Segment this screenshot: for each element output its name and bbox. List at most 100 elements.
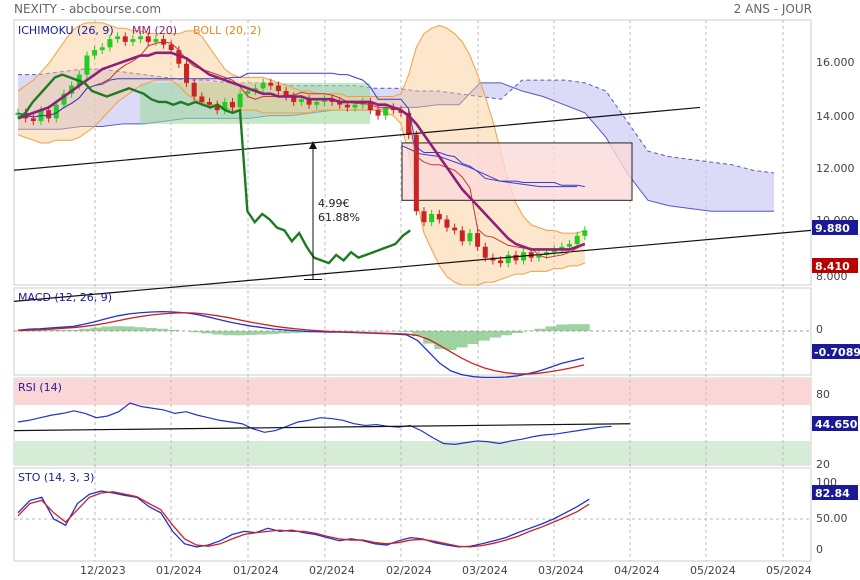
macd-hist-41 xyxy=(467,331,479,345)
candle-body-60 xyxy=(475,233,481,247)
macd-value-badge xyxy=(812,344,860,359)
candle-body-51 xyxy=(406,112,412,135)
candle-body-65 xyxy=(513,254,519,261)
macd-signal-line xyxy=(17,312,585,375)
candle-body-64 xyxy=(505,254,511,264)
macd-hist-48 xyxy=(545,326,557,332)
macd-hist-18 xyxy=(212,331,224,335)
macd-hist-23 xyxy=(267,331,279,335)
candle-body-11 xyxy=(99,47,105,51)
ichimoku-legend: ICHIMOKU (26, 9) xyxy=(18,24,114,37)
sto-value-badge xyxy=(812,485,858,500)
candle-body-28 xyxy=(229,101,235,108)
macd-hist-39 xyxy=(445,331,457,351)
sto-series xyxy=(14,490,811,548)
macd-hist-44 xyxy=(500,331,512,336)
x-tick-4: 02/2024 xyxy=(386,564,432,577)
low-price-badge xyxy=(812,258,858,273)
indicator-lines xyxy=(13,41,812,302)
x-tick-6: 03/2024 xyxy=(538,564,584,577)
ma-legend: MM (20) xyxy=(132,24,177,37)
macd-hist-3 xyxy=(45,329,57,332)
candle-body-32 xyxy=(260,82,266,89)
macd-line xyxy=(17,310,585,379)
rsi-trend-line xyxy=(13,423,631,432)
candle-body-12 xyxy=(107,39,113,48)
candle-body-26 xyxy=(214,104,220,111)
x-tick-1: 01/2024 xyxy=(156,564,202,577)
boll-lower-line xyxy=(17,79,586,286)
sto-value-label: 82.84 xyxy=(815,487,850,500)
macd-hist-45 xyxy=(512,331,524,333)
macd-tick-0: 0 xyxy=(816,323,823,336)
candle-body-5 xyxy=(53,104,59,119)
x-tick-2: 01/2024 xyxy=(233,564,279,577)
macd-hist-42 xyxy=(478,331,490,341)
channel-resistance-line xyxy=(13,106,701,171)
candle-body-53 xyxy=(421,211,427,223)
candle-body-43 xyxy=(344,104,350,108)
candle-body-13 xyxy=(115,36,121,40)
boll-fill xyxy=(18,22,585,285)
low-price-label: 8.410 xyxy=(815,260,850,273)
last-price-badge xyxy=(812,220,858,235)
macd-hist-40 xyxy=(456,331,468,348)
candle-body-57 xyxy=(452,227,458,231)
rsi-tick-80: 80 xyxy=(816,388,830,401)
candle-body-18 xyxy=(153,39,159,42)
rsi-title: RSI (14) xyxy=(18,381,62,394)
y-tick-8: 8.000 xyxy=(816,270,848,283)
macd-hist-6 xyxy=(79,328,91,332)
tenkan-line xyxy=(17,72,585,188)
macd-hist-14 xyxy=(167,329,179,332)
candle-body-6 xyxy=(61,93,67,105)
candle-body-33 xyxy=(268,82,274,86)
ma20-line xyxy=(17,51,586,251)
y-tick-14: 14.000 xyxy=(816,110,855,123)
sto-title: STO (14, 3, 3) xyxy=(18,471,94,484)
annotation-percent: 61.88% xyxy=(318,211,360,224)
rsi-line xyxy=(17,402,612,445)
macd-hist-8 xyxy=(101,326,113,332)
candle-body-44 xyxy=(352,104,358,108)
macd-hist-9 xyxy=(112,326,124,332)
candle-body-4 xyxy=(46,110,52,119)
rsi-tick-20: 20 xyxy=(816,458,830,471)
candle-body-68 xyxy=(536,254,542,258)
candle-body-23 xyxy=(191,82,197,97)
candle-body-20 xyxy=(168,44,174,51)
x-tick-0: 12/2023 xyxy=(80,564,126,577)
candle-body-2 xyxy=(30,118,36,122)
chikou-line xyxy=(17,73,411,265)
kijun-line xyxy=(17,41,586,259)
annotation xyxy=(304,140,322,281)
bollinger-bands xyxy=(17,22,586,286)
macd-hist-25 xyxy=(290,331,302,333)
annotation-arrow-head xyxy=(309,140,317,149)
candle-body-30 xyxy=(245,91,251,94)
candle-body-15 xyxy=(130,39,136,42)
x-tick-9: 05/2024 xyxy=(766,564,812,577)
macd-hist-36 xyxy=(412,331,424,337)
macd-hist-21 xyxy=(245,331,257,335)
candle-body-24 xyxy=(199,96,205,102)
candle-body-40 xyxy=(321,99,327,102)
candle-body-56 xyxy=(444,219,450,228)
macd-title: MACD (12, 26, 9) xyxy=(18,291,112,304)
x-tick-7: 04/2024 xyxy=(614,564,660,577)
sto-panel-frame xyxy=(13,467,812,562)
senkou-a-line xyxy=(18,68,775,174)
candle-body-42 xyxy=(337,101,343,105)
candle-body-10 xyxy=(92,50,98,56)
macd-hist-13 xyxy=(156,328,168,332)
rsi-value-label: 44.650 xyxy=(815,418,858,431)
candle-body-55 xyxy=(436,213,442,220)
candle-body-37 xyxy=(298,99,304,102)
macd-value-label: -0.7089 xyxy=(814,346,860,359)
candle-body-35 xyxy=(283,91,289,97)
macd-hist-37 xyxy=(423,331,435,344)
sto-tick-0: 0 xyxy=(816,543,823,556)
candle-body-14 xyxy=(122,36,128,42)
macd-hist-16 xyxy=(190,331,202,333)
macd-hist-5 xyxy=(68,329,80,332)
